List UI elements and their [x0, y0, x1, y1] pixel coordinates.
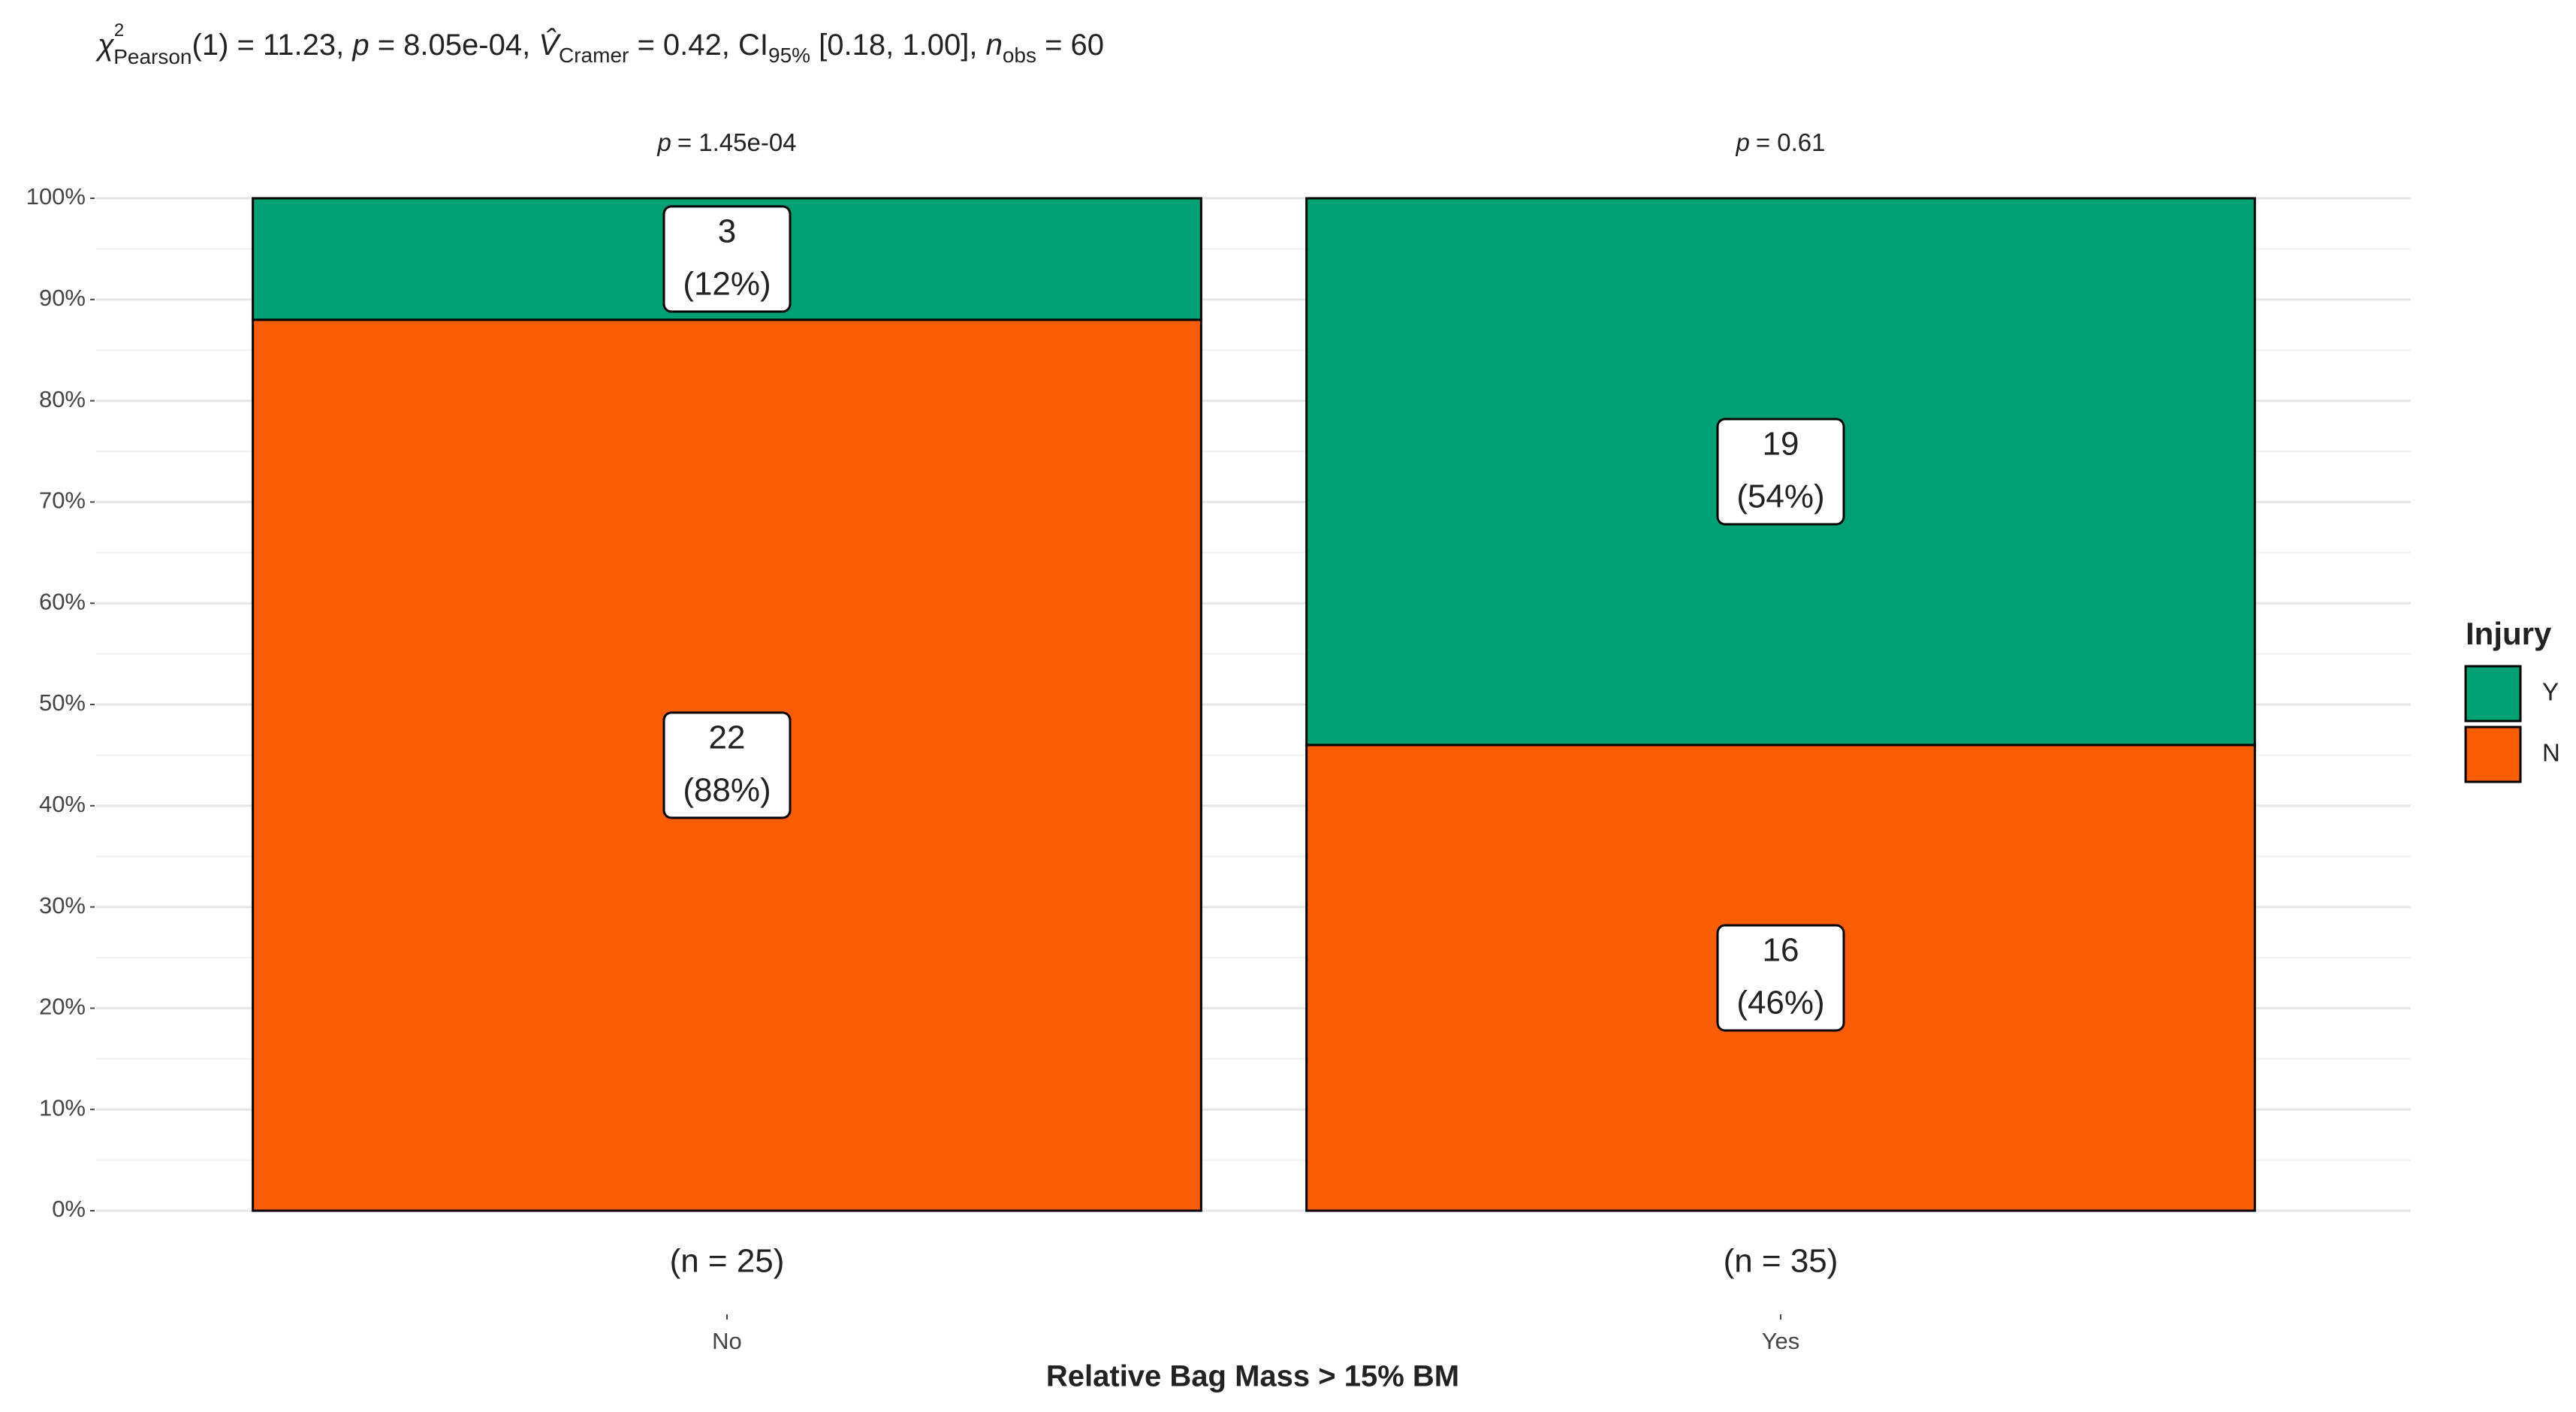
- value-label: (88%): [683, 772, 771, 809]
- subtitle-part: = 8.05e-04,: [370, 29, 539, 62]
- legend-title: Injury: [2466, 616, 2552, 651]
- subtitle-part: χ: [95, 29, 115, 62]
- subtitle-part: p: [351, 29, 369, 62]
- y-tick-label: 50%: [39, 689, 86, 716]
- subtitle-part: Pearson: [113, 45, 192, 68]
- legend-label: Y: [2542, 678, 2559, 706]
- subtitle-part: Cramer: [559, 44, 629, 67]
- p-label: p = 1.45e-04: [656, 128, 796, 156]
- label-box: [662, 205, 792, 313]
- x-axis-label: Relative Bag Mass > 15% BM: [1046, 1360, 1459, 1393]
- n-label: (n = 35): [1724, 1243, 1838, 1280]
- y-tick-label: 80%: [39, 386, 86, 412]
- y-tick-label: 20%: [39, 994, 86, 1020]
- label-box: [662, 711, 792, 819]
- p-symbol: p: [1735, 128, 1749, 156]
- count-label: 16: [1763, 932, 1799, 969]
- value-label: (46%): [1736, 985, 1824, 1021]
- label-box: [1716, 418, 1845, 526]
- y-tick-label: 70%: [39, 487, 86, 514]
- y-tick-label: 30%: [39, 892, 86, 919]
- subtitle-part: n: [986, 29, 1003, 62]
- subtitle: χ2 Pearson(1) = 11.23, p = 8.05e-04, V̂Cr…: [95, 20, 1104, 68]
- y-tick-label: 40%: [39, 791, 86, 817]
- p-label: p = 0.61: [1735, 128, 1825, 156]
- subtitle-part: V̂: [538, 27, 561, 62]
- y-tick-label: 60%: [39, 588, 86, 614]
- value-label: (12%): [683, 266, 771, 303]
- count-label: 19: [1763, 426, 1799, 463]
- legend-swatch: [2464, 665, 2522, 723]
- subtitle-part: 2: [114, 20, 124, 41]
- y-tick-label: 10%: [39, 1094, 86, 1121]
- legend-swatch: [2464, 726, 2522, 783]
- legend-label: N: [2542, 739, 2560, 767]
- n-label: (n = 25): [670, 1243, 785, 1280]
- label-box: [1716, 924, 1845, 1032]
- subtitle-part: = 0.42, CI: [629, 29, 768, 62]
- y-tick-label: 0%: [52, 1196, 86, 1222]
- count-label: 3: [718, 213, 736, 250]
- subtitle-part: obs: [1003, 44, 1036, 67]
- p-symbol: p: [656, 128, 671, 156]
- x-tick-label: No: [712, 1328, 742, 1354]
- subtitle-part: = 60: [1036, 29, 1104, 62]
- y-tick-label: 100%: [26, 183, 86, 210]
- y-tick-label: 90%: [39, 285, 86, 311]
- subtitle-part: 95%: [768, 44, 810, 67]
- count-label: 22: [709, 720, 746, 756]
- x-tick-label: Yes: [1762, 1328, 1800, 1354]
- subtitle-part: [0.18, 1.00],: [810, 29, 986, 62]
- p-value: = 0.61: [1756, 128, 1826, 156]
- value-label: (54%): [1736, 478, 1824, 515]
- subtitle-part: (1) = 11.23,: [192, 29, 353, 62]
- p-value: = 1.45e-04: [677, 128, 797, 156]
